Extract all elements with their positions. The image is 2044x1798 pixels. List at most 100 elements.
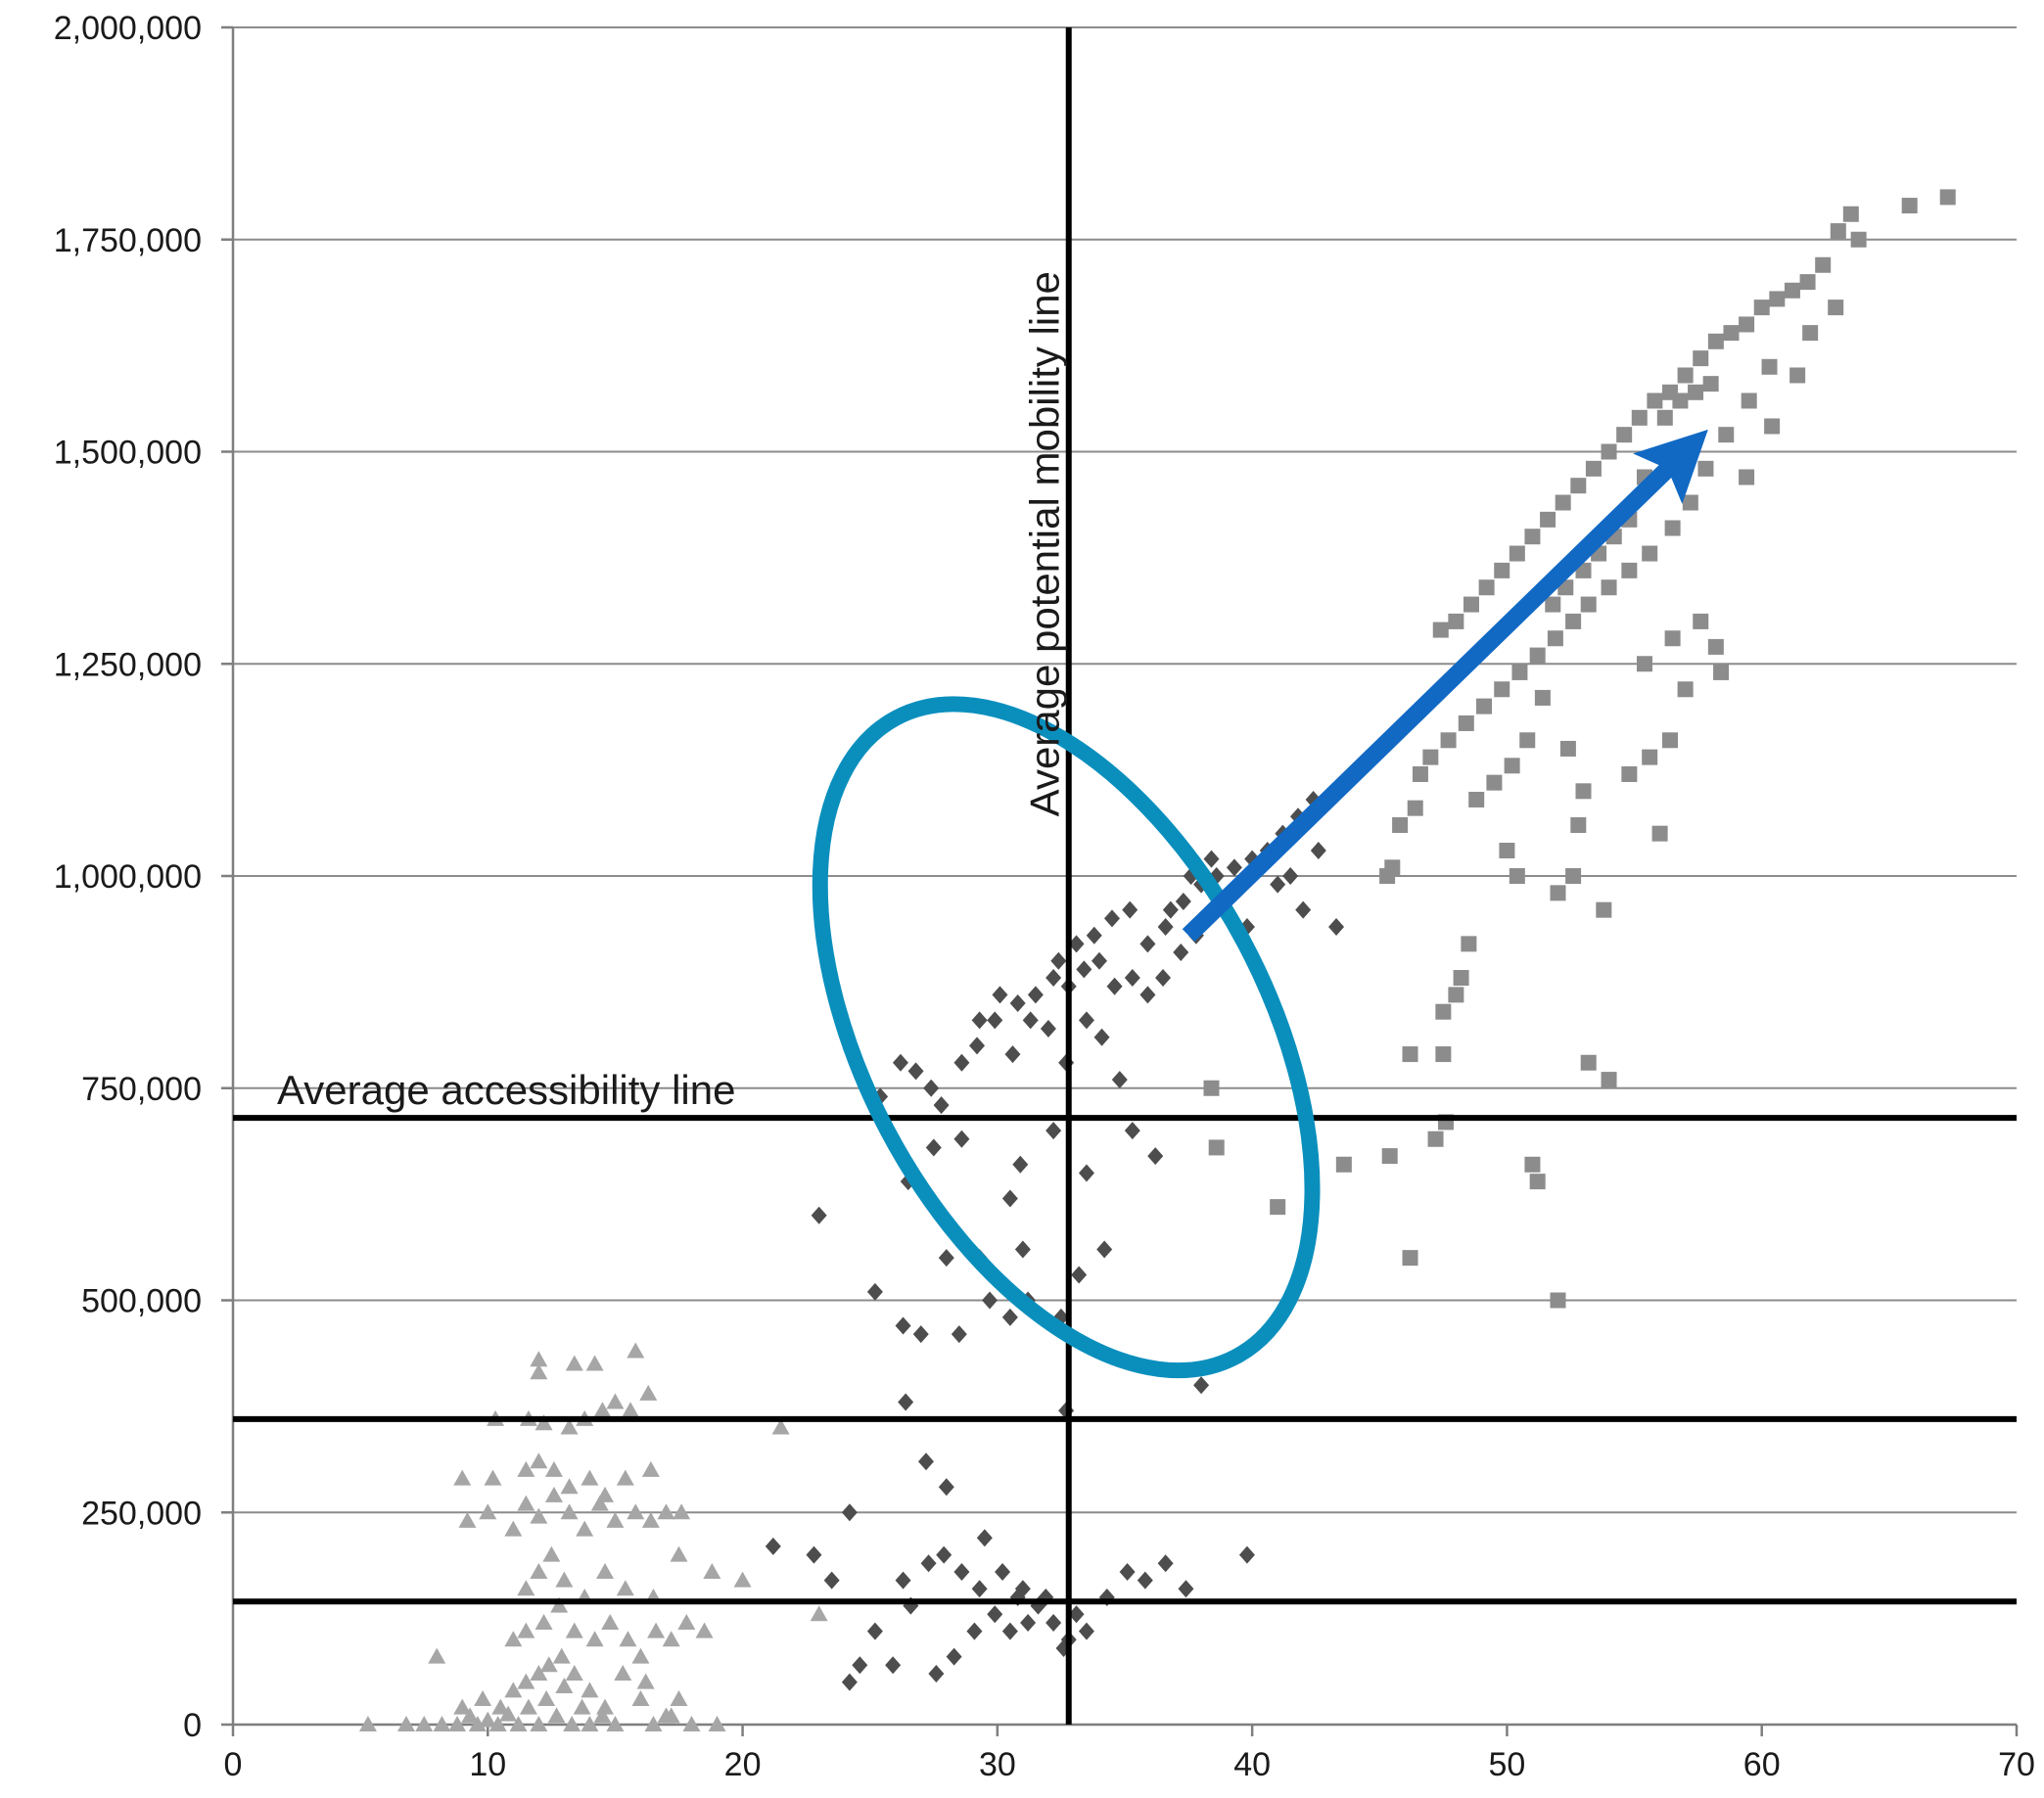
square-point: [1688, 384, 1704, 400]
y-tick-label: 1,250,000: [54, 646, 202, 683]
square-point: [1511, 664, 1528, 680]
diamond-point: [1076, 960, 1092, 979]
y-tick-label: 1,000,000: [54, 858, 202, 896]
triangle-point: [616, 1469, 634, 1486]
diamond-point: [987, 1605, 1003, 1624]
diamond-point: [953, 1053, 970, 1072]
square-point: [1432, 622, 1449, 638]
square-point: [1693, 613, 1709, 629]
square-point: [1642, 749, 1658, 765]
diamond-point: [885, 1656, 902, 1675]
triangle-point: [519, 1698, 537, 1715]
square-point: [1621, 562, 1638, 578]
diamond-point: [953, 1130, 970, 1148]
square-point: [1764, 418, 1781, 435]
square-point: [1585, 460, 1602, 477]
triangle-point: [596, 1698, 615, 1715]
diamond-point: [1078, 1622, 1094, 1640]
triangle-point: [504, 1682, 523, 1698]
square-point: [1547, 630, 1563, 647]
square-point: [1662, 732, 1679, 749]
triangle-point: [560, 1503, 579, 1520]
square-point: [1677, 681, 1694, 698]
triangle-point: [396, 1716, 415, 1731]
triangle-point: [461, 1707, 480, 1724]
square-point: [1901, 198, 1918, 214]
diamond-point: [917, 1452, 934, 1471]
square-point: [1828, 300, 1844, 316]
diamond-point: [1124, 1122, 1140, 1140]
diamond-point: [976, 1529, 993, 1547]
triangle-point: [641, 1460, 660, 1477]
diamond-point: [938, 1249, 954, 1268]
square-point: [1672, 392, 1689, 409]
diamond-point: [946, 1647, 962, 1666]
square-point: [1203, 1080, 1220, 1096]
square-point: [1534, 689, 1551, 706]
data-points: [358, 189, 1956, 1731]
triangle-point: [415, 1716, 434, 1731]
square-point: [1580, 1054, 1597, 1071]
triangle-point: [639, 1384, 658, 1401]
diamond-point: [1157, 918, 1174, 937]
diamond-point: [823, 1571, 840, 1590]
diamond-point: [1119, 1562, 1136, 1581]
diamond-point: [1091, 951, 1107, 970]
diamond-point: [1045, 1122, 1062, 1140]
triangle-point: [484, 1469, 502, 1486]
diamond-point: [982, 1291, 999, 1310]
diamond-point: [971, 1011, 988, 1030]
triangle-point: [453, 1469, 472, 1486]
diamond-point: [1078, 1011, 1094, 1030]
square-point: [1741, 392, 1757, 409]
triangle-point: [627, 1342, 645, 1359]
square-point: [1519, 732, 1536, 749]
diamond-point: [1012, 1155, 1029, 1174]
square-point: [1402, 1046, 1418, 1063]
diamond-point: [1139, 986, 1156, 1004]
square-point: [1601, 443, 1617, 460]
diamond-point: [1068, 1605, 1085, 1624]
square-point: [1723, 325, 1740, 342]
triangle-point: [448, 1716, 467, 1731]
triangle-point: [565, 1664, 583, 1681]
square-point: [1677, 367, 1694, 384]
triangle-point: [662, 1631, 680, 1647]
triangle-point: [606, 1511, 625, 1528]
square-point: [1550, 885, 1566, 901]
triangle-point: [539, 1656, 558, 1673]
x-tick-label: 10: [469, 1746, 506, 1783]
diamond-point: [923, 1079, 940, 1097]
diamond-point: [951, 1325, 967, 1344]
y-tick-label: 1,750,000: [54, 222, 202, 259]
diamond-point: [1203, 850, 1220, 868]
x-tick-label: 50: [1489, 1746, 1526, 1783]
triangle-point: [585, 1631, 604, 1647]
triangle-point: [530, 1562, 548, 1579]
square-point: [1476, 698, 1493, 715]
square-point: [1392, 816, 1409, 833]
diamond-point: [966, 1622, 983, 1640]
triangle-point: [619, 1631, 637, 1647]
diamond-point: [933, 1096, 950, 1115]
average-potential-mobility-label: Average potential mobility line: [1022, 271, 1068, 816]
triangle-point: [596, 1562, 615, 1579]
square-point: [1453, 970, 1469, 987]
square-point: [1784, 282, 1800, 299]
triangle-point: [593, 1707, 612, 1724]
square-point: [1815, 256, 1832, 273]
diamond-point: [1175, 893, 1191, 911]
square-point: [1596, 901, 1612, 918]
diamond-point: [1045, 969, 1062, 988]
triangle-point: [560, 1418, 579, 1435]
square-point: [1636, 656, 1652, 672]
square-point: [1802, 325, 1819, 342]
diamond-point: [1093, 1028, 1110, 1046]
triangle-point: [544, 1486, 563, 1502]
square-point: [1707, 638, 1724, 655]
diamond-point: [866, 1282, 883, 1301]
triangle-point: [555, 1677, 574, 1693]
square-point: [1486, 774, 1503, 791]
square-point: [1435, 1003, 1452, 1020]
diamond-point: [1027, 986, 1044, 1004]
